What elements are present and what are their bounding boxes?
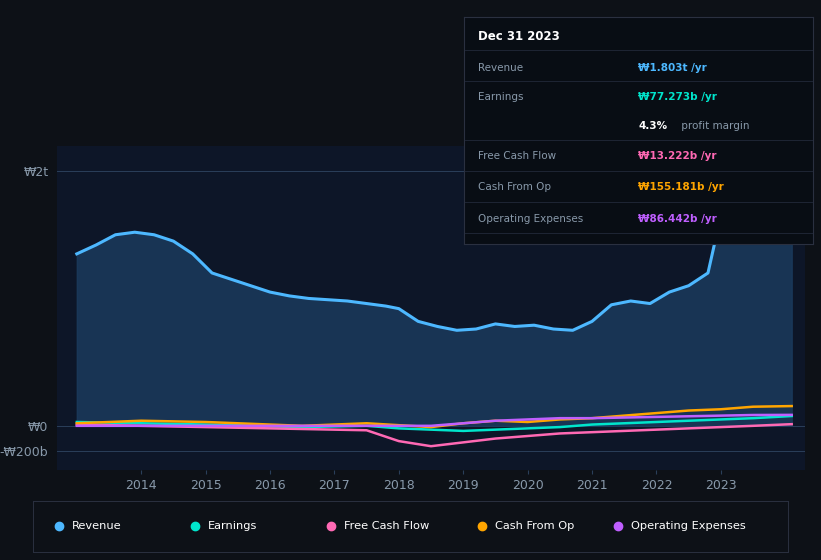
- Text: Cash From Op: Cash From Op: [478, 182, 551, 192]
- Text: 4.3%: 4.3%: [639, 120, 667, 130]
- Text: Operating Expenses: Operating Expenses: [631, 521, 745, 531]
- Text: Free Cash Flow: Free Cash Flow: [344, 521, 429, 531]
- Text: Dec 31 2023: Dec 31 2023: [478, 30, 560, 43]
- Text: Revenue: Revenue: [478, 63, 523, 73]
- Text: profit margin: profit margin: [678, 120, 750, 130]
- Text: Free Cash Flow: Free Cash Flow: [478, 151, 556, 161]
- Text: ₩86.442b /yr: ₩86.442b /yr: [639, 214, 717, 223]
- Text: ₩13.222b /yr: ₩13.222b /yr: [639, 151, 717, 161]
- Text: ₩77.273b /yr: ₩77.273b /yr: [639, 92, 718, 102]
- Text: Earnings: Earnings: [208, 521, 258, 531]
- Text: Revenue: Revenue: [72, 521, 122, 531]
- Text: Cash From Op: Cash From Op: [495, 521, 575, 531]
- Text: ₩1.803t /yr: ₩1.803t /yr: [639, 63, 707, 73]
- Text: Operating Expenses: Operating Expenses: [478, 214, 583, 223]
- Text: ₩155.181b /yr: ₩155.181b /yr: [639, 182, 724, 192]
- Text: Earnings: Earnings: [478, 92, 523, 102]
